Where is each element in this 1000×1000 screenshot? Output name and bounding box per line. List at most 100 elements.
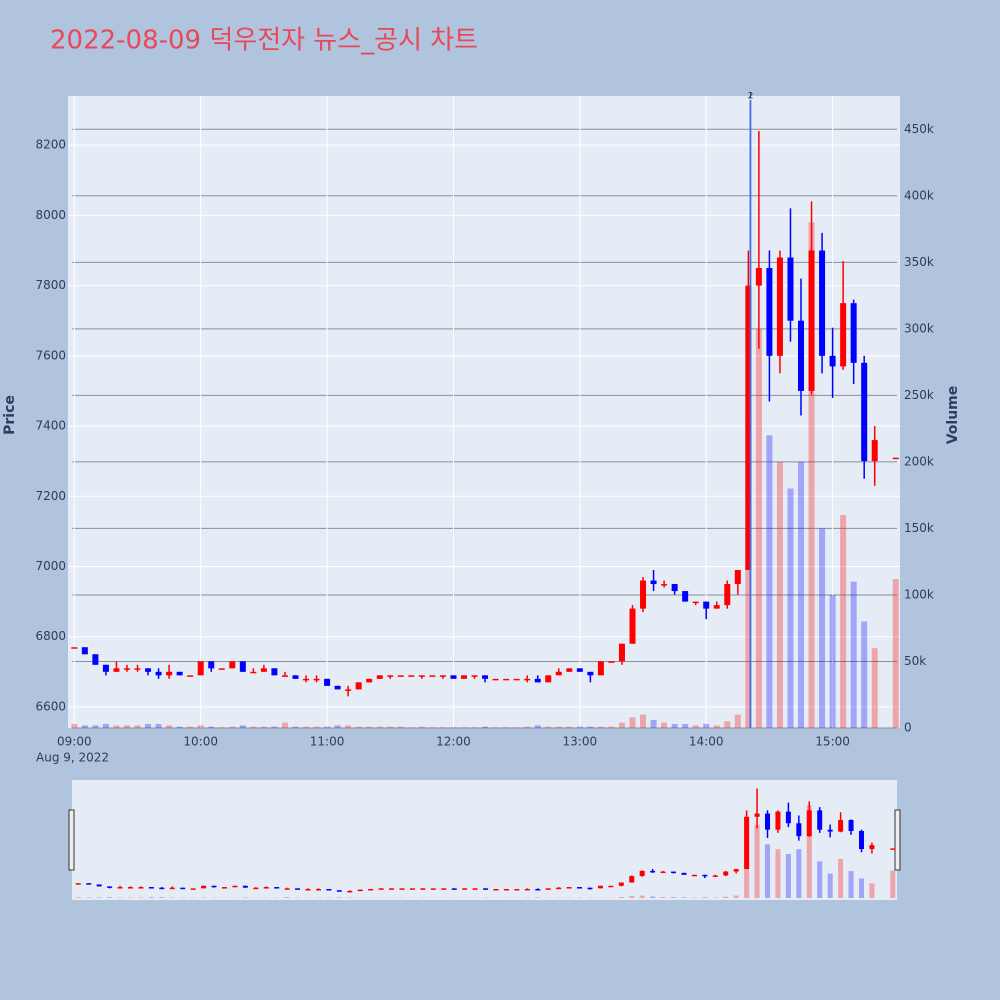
candle-body xyxy=(733,869,739,872)
volume-bar xyxy=(92,725,99,728)
candle-body xyxy=(639,870,645,877)
volume-bar xyxy=(229,726,236,728)
candle-body xyxy=(355,682,362,690)
volume-bar xyxy=(808,222,815,728)
candle-body xyxy=(281,675,288,677)
candle-body xyxy=(451,888,457,890)
candle-body xyxy=(274,887,280,889)
candle-body xyxy=(284,888,290,890)
volume-bar xyxy=(102,724,109,728)
candle-body xyxy=(556,887,562,890)
candle-body xyxy=(650,580,657,585)
volume-bar xyxy=(123,725,130,728)
candle-body xyxy=(81,647,88,655)
volume-bar xyxy=(597,726,604,728)
candle-body xyxy=(441,888,447,890)
volume-bar xyxy=(159,897,165,898)
volume-bar xyxy=(754,824,760,898)
y-tick-label: 7600 xyxy=(35,348,66,362)
candle-body xyxy=(292,675,299,679)
candle-body xyxy=(201,885,207,889)
candle-body xyxy=(660,871,666,874)
candle-body xyxy=(692,601,699,604)
y2-tick-label: 0 xyxy=(904,721,912,735)
volume-bar xyxy=(218,727,225,728)
candle-body xyxy=(827,829,833,832)
y2-tick-label: 50k xyxy=(904,654,926,668)
candle-body xyxy=(514,888,520,891)
candle-body xyxy=(397,675,404,677)
volume-bar xyxy=(703,724,710,728)
candle-body xyxy=(671,871,677,874)
volume-bar xyxy=(629,896,635,898)
candle-body xyxy=(439,675,446,677)
candle-body xyxy=(347,890,353,893)
candle-body xyxy=(829,355,836,367)
volume-bar xyxy=(671,724,678,728)
candle-body xyxy=(503,888,509,891)
candle-body xyxy=(858,830,864,850)
candle-body xyxy=(545,675,552,683)
candle-body xyxy=(819,250,826,356)
volume-bar xyxy=(284,897,290,898)
candle-body xyxy=(92,654,99,665)
candle-body xyxy=(840,303,847,367)
candle-body xyxy=(712,875,718,877)
volume-bar xyxy=(713,725,720,728)
x-tick-label: 11:00 xyxy=(310,735,345,749)
y2-tick-label: 400k xyxy=(904,188,934,202)
candle-body xyxy=(661,584,668,586)
y-tick-label: 8000 xyxy=(35,208,66,222)
volume-bar xyxy=(766,435,773,728)
candle-body xyxy=(681,872,687,875)
range-handle[interactable] xyxy=(894,809,901,871)
y2-tick-label: 200k xyxy=(904,454,934,468)
candle-body xyxy=(326,888,332,891)
candle-body xyxy=(180,887,186,890)
volume-bar xyxy=(208,726,215,728)
candle-body xyxy=(305,888,311,891)
candle-body xyxy=(260,668,267,672)
y-tick-label: 6800 xyxy=(35,629,66,643)
y-tick-label: 8200 xyxy=(35,138,66,152)
candle-body xyxy=(253,887,259,890)
candle-body xyxy=(597,885,603,889)
volume-bar xyxy=(313,726,320,728)
volume-bar xyxy=(471,727,478,728)
candle-body xyxy=(493,888,499,891)
candle-body xyxy=(629,608,636,644)
candle-body xyxy=(566,668,573,672)
candle-body xyxy=(408,675,415,677)
candle-body xyxy=(471,675,478,677)
volume-bar xyxy=(439,727,446,728)
candle-body xyxy=(734,570,741,585)
candle-body xyxy=(86,883,92,885)
candle-body xyxy=(765,813,771,830)
candle-body xyxy=(145,668,152,672)
volume-bar xyxy=(733,895,739,898)
volume-bar xyxy=(629,717,636,728)
range-handle[interactable] xyxy=(68,809,75,871)
candle-body xyxy=(345,689,352,691)
candle-body xyxy=(250,671,257,674)
candle-body xyxy=(755,268,762,286)
candle-body xyxy=(817,810,823,830)
volume-bar xyxy=(429,727,436,728)
candle-body xyxy=(460,675,467,679)
candle-body xyxy=(336,890,342,892)
candle-body xyxy=(313,678,320,681)
volume-bar xyxy=(587,726,594,728)
volume-bar xyxy=(555,726,562,728)
y-tick-label: 7000 xyxy=(35,559,66,573)
volume-bar xyxy=(75,897,81,898)
volume-bar xyxy=(785,854,791,898)
volume-bar xyxy=(176,726,183,728)
candle-body xyxy=(218,668,225,670)
y2-tick-label: 100k xyxy=(904,587,934,601)
volume-bar xyxy=(850,581,857,728)
candle-body xyxy=(713,605,720,609)
volume-bar xyxy=(671,897,677,898)
volume-bar xyxy=(450,727,457,728)
candle-body xyxy=(503,678,510,681)
volume-bar xyxy=(387,726,394,728)
